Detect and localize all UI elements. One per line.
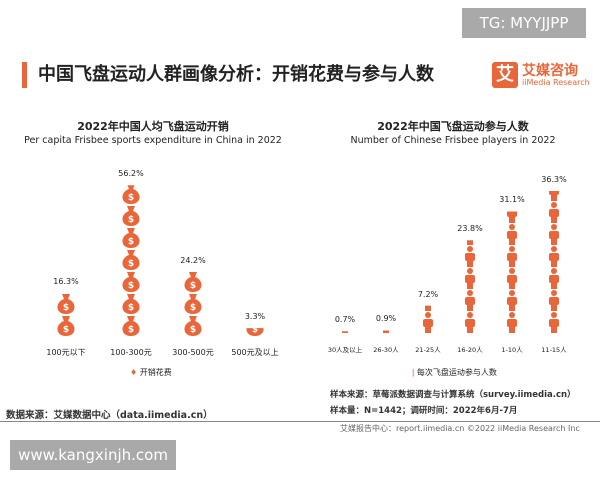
svg-text:$: $ [252, 325, 258, 335]
bar-1-3 [465, 240, 475, 333]
svg-text:$: $ [128, 325, 134, 335]
legend-person-icon: ǀ [412, 368, 417, 377]
category-label: 26-30人 [373, 346, 399, 354]
sample-source: 样本来源：草莓派数据调查与计算系统（survey.iimedia.cn） [330, 390, 576, 400]
data-label: 56.2% [118, 169, 144, 179]
watermark-bottom: www.kangxinjh.com [10, 440, 176, 470]
data-label: 36.3% [541, 174, 567, 184]
svg-text:$: $ [128, 237, 134, 247]
legend-bag-icon: ♦ [130, 368, 140, 377]
bar-1-2 [423, 305, 433, 333]
svg-text:$: $ [190, 303, 196, 313]
left-legend-label: 开销花费 [139, 368, 172, 377]
data-label: 23.8% [457, 224, 483, 234]
data-label: 31.1% [499, 195, 525, 205]
footer-divider [0, 421, 600, 422]
svg-text:$: $ [190, 281, 196, 291]
data-label: 3.3% [244, 312, 266, 322]
data-label: 0.9% [375, 314, 397, 324]
left-chart-title: 2022年中国人均飞盘运动开销 [77, 120, 229, 133]
svg-text:$: $ [128, 281, 134, 291]
svg-text:$: $ [128, 215, 134, 225]
svg-text:$: $ [128, 303, 134, 313]
data-label: 0.7% [334, 315, 356, 325]
svg-text:$: $ [128, 193, 134, 203]
logo-en: iiMedia Research [522, 78, 590, 87]
category-label: 1-10人 [501, 346, 523, 354]
category-label: 100-300元 [110, 348, 152, 357]
bar-1-1 [383, 330, 389, 333]
bar-1-4 [507, 211, 517, 333]
bar-0-1: $ $ $ $ $ $ $ [122, 185, 140, 336]
svg-text:$: $ [63, 303, 69, 313]
right-chart-title: 2022年中国飞盘运动参与人数 [377, 120, 529, 133]
category-label: 11-15人 [541, 346, 567, 354]
bar-0-3: $ [246, 325, 264, 336]
data-label: 7.2% [417, 289, 439, 299]
watermark-top: TG: MYYJJPP [462, 8, 586, 38]
logo-mark: 艾 [492, 62, 518, 88]
left-source: 数据来源：艾媒数据中心（data.iimedia.cn） [6, 410, 213, 421]
bar-1-0 [342, 331, 348, 333]
sample-size: 样本量：N=1442；调研时间：2022年6月-7月 [330, 406, 518, 416]
category-label: 30人及以上 [327, 346, 363, 354]
logo-cn: 艾媒咨询 [522, 63, 578, 79]
bar-0-2: $ $ $ [184, 272, 202, 336]
footer-text: 艾媒报告中心：report.iimedia.cn ©2022 iiMedia R… [340, 424, 580, 433]
left-legend: ♦ 开销花费 [130, 367, 172, 378]
category-label: 100元以下 [46, 348, 86, 357]
title-accent-bar [22, 62, 27, 88]
svg-text:$: $ [128, 259, 134, 269]
data-label: 24.2% [180, 255, 206, 265]
category-label: 500元及以上 [231, 348, 279, 357]
bar-0-0: $$$ [57, 294, 75, 336]
category-label: 300-500元 [172, 348, 214, 357]
svg-text:$: $ [63, 325, 69, 335]
category-label: 16-20人 [457, 346, 483, 354]
bar-1-5 [549, 190, 559, 333]
data-label: 16.3% [53, 276, 79, 286]
category-label: 21-25人 [415, 346, 441, 354]
right-legend: ǀ 每次飞盘运动参与人数 [412, 367, 497, 378]
page-title: 中国飞盘运动人群画像分析：开销花费与参与人数 [38, 64, 434, 85]
left-chart-subtitle: Per capita Frisbee sports expenditure in… [24, 135, 282, 146]
svg-text:$: $ [190, 325, 196, 335]
right-legend-label: 每次飞盘运动参与人数 [416, 368, 497, 377]
right-chart-subtitle: Number of Chinese Frisbee players in 202… [350, 135, 556, 146]
